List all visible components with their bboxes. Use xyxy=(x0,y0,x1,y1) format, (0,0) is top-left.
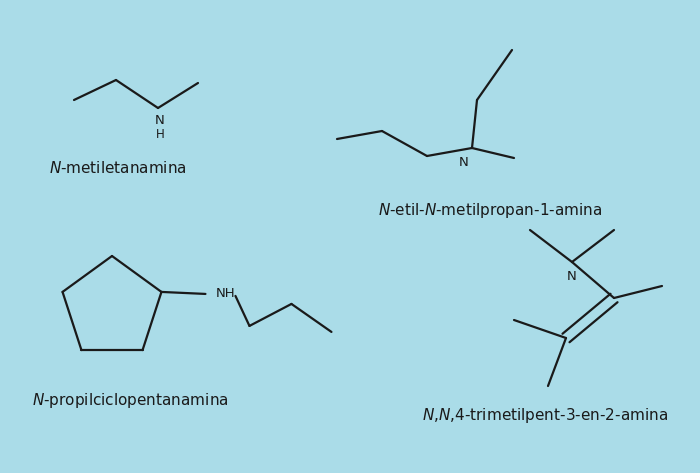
Text: N: N xyxy=(459,156,469,168)
Text: $\mathit{N}$-metiletanamina: $\mathit{N}$-metiletanamina xyxy=(49,160,187,176)
Text: N: N xyxy=(155,114,165,126)
Text: $\mathit{N}$-etil-$\mathit{N}$-metilpropan-1-amina: $\mathit{N}$-etil-$\mathit{N}$-metilprop… xyxy=(378,201,602,219)
Text: $\mathit{N}$,$\mathit{N}$,4-trimetilpent-3-en-2-amina: $\mathit{N}$,$\mathit{N}$,4-trimetilpent… xyxy=(422,405,668,424)
Text: H: H xyxy=(155,128,164,140)
Text: $\mathit{N}$-propilciclopentanamina: $\mathit{N}$-propilciclopentanamina xyxy=(32,391,228,410)
Text: NH: NH xyxy=(216,288,235,300)
Text: N: N xyxy=(567,270,577,282)
